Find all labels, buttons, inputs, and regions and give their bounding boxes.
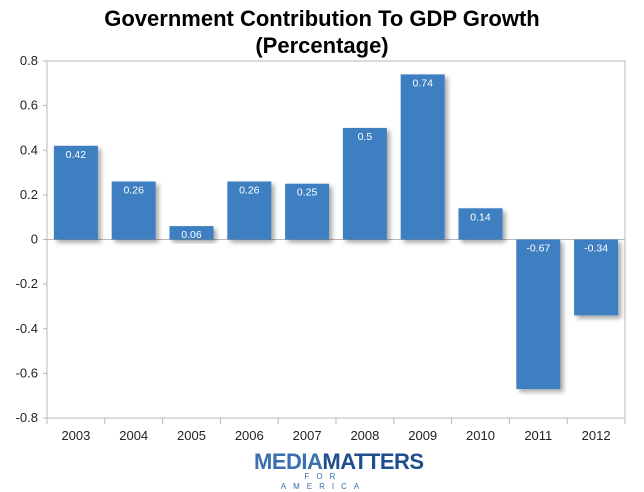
data-label: 0.14 <box>470 211 491 223</box>
bar <box>400 74 445 240</box>
chart-subtitle: (Percentage) <box>255 33 389 58</box>
data-label: 0.5 <box>358 131 373 143</box>
y-tick-label: 0.8 <box>20 53 38 68</box>
data-label: 0.25 <box>297 187 318 199</box>
logo-text-matters: MATTERS <box>322 449 424 474</box>
data-label: 0.26 <box>123 184 144 196</box>
bar <box>342 127 387 240</box>
bar <box>458 208 503 240</box>
y-tick-label: -0.4 <box>16 321 38 336</box>
x-tick-label: 2003 <box>61 428 90 443</box>
data-label: 0.26 <box>239 184 260 196</box>
y-tick-label: 0.2 <box>20 187 38 202</box>
y-tick-label: 0.6 <box>20 98 38 113</box>
bar <box>516 239 561 389</box>
bar <box>169 226 214 240</box>
data-label: 0.06 <box>181 229 202 241</box>
data-label: 0.42 <box>66 149 87 161</box>
bar <box>574 239 619 316</box>
bar <box>227 181 272 240</box>
y-tick-label: -0.6 <box>16 365 38 380</box>
x-tick-label: 2008 <box>350 428 379 443</box>
x-tick-label: 2004 <box>119 428 148 443</box>
x-tick-label: 2009 <box>408 428 437 443</box>
y-tick-label: 0.4 <box>20 142 38 157</box>
y-tick-label: -0.2 <box>16 276 38 291</box>
bar <box>285 183 330 240</box>
x-tick-label: 2007 <box>293 428 322 443</box>
logo-subtext: FOR AMERICA <box>280 472 367 491</box>
y-tick-label: 0 <box>31 232 38 247</box>
x-tick-label: 2010 <box>466 428 495 443</box>
bar <box>53 145 98 240</box>
x-tick-label: 2012 <box>582 428 611 443</box>
data-label: -0.34 <box>584 243 608 255</box>
media-matters-logo: MEDIAMATTERS FOR AMERICA <box>254 449 424 492</box>
x-tick-label: 2011 <box>524 428 552 443</box>
y-tick-label: -0.8 <box>16 410 38 425</box>
data-label: 0.74 <box>412 77 433 89</box>
x-tick-label: 2006 <box>235 428 264 443</box>
logo-text-media: MEDIA <box>254 449 323 474</box>
x-tick-label: 2005 <box>177 428 206 443</box>
chart-title: Government Contribution To GDP Growth <box>104 6 540 31</box>
data-label: -0.67 <box>526 243 550 255</box>
bar <box>111 181 156 240</box>
